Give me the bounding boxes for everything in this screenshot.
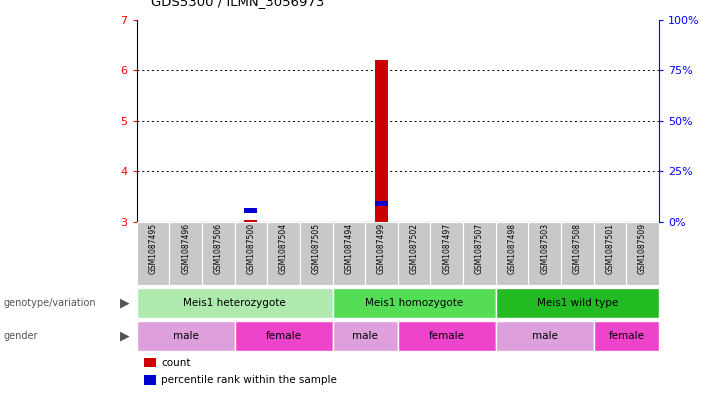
Text: ▶: ▶ [120, 296, 130, 309]
Bar [170, 222, 202, 285]
Text: female: female [266, 331, 301, 341]
Bar [496, 222, 529, 285]
Text: GSM1087499: GSM1087499 [377, 223, 386, 274]
Bar [496, 288, 659, 318]
Text: GSM1087505: GSM1087505 [312, 223, 321, 274]
Text: male: male [532, 331, 557, 341]
Bar [365, 222, 397, 285]
Bar [332, 222, 365, 285]
Bar [137, 288, 332, 318]
Bar [626, 222, 659, 285]
Text: GSM1087496: GSM1087496 [181, 223, 190, 274]
Text: female: female [429, 331, 465, 341]
Bar [430, 222, 463, 285]
Text: male: male [172, 331, 198, 341]
Text: Meis1 homozygote: Meis1 homozygote [365, 298, 463, 308]
Text: genotype/variation: genotype/variation [4, 298, 96, 308]
Text: GSM1087497: GSM1087497 [442, 223, 451, 274]
Text: GSM1087509: GSM1087509 [638, 223, 647, 274]
Bar [137, 321, 235, 351]
Bar [202, 222, 235, 285]
Text: ▶: ▶ [120, 329, 130, 343]
Text: GSM1087507: GSM1087507 [475, 223, 484, 274]
Bar [397, 321, 496, 351]
Text: GSM1087502: GSM1087502 [409, 223, 418, 274]
Text: Meis1 heterozygote: Meis1 heterozygote [183, 298, 286, 308]
Bar [235, 222, 267, 285]
Bar [235, 321, 332, 351]
Text: female: female [608, 331, 644, 341]
Text: GSM1087503: GSM1087503 [540, 223, 549, 274]
Text: count: count [161, 358, 191, 368]
Text: GSM1087495: GSM1087495 [149, 223, 158, 274]
Bar [245, 220, 257, 222]
Bar [300, 222, 332, 285]
Text: GSM1087500: GSM1087500 [247, 223, 255, 274]
Bar [594, 321, 659, 351]
Bar [137, 222, 170, 285]
Text: GSM1087494: GSM1087494 [344, 223, 353, 274]
Bar [529, 222, 561, 285]
Bar [375, 60, 388, 222]
Text: GSM1087498: GSM1087498 [508, 223, 517, 274]
Bar [332, 321, 397, 351]
Bar [594, 222, 626, 285]
Text: GSM1087508: GSM1087508 [573, 223, 582, 274]
Bar [496, 321, 594, 351]
Text: male: male [352, 331, 378, 341]
Text: GSM1087506: GSM1087506 [214, 223, 223, 274]
Bar [463, 222, 496, 285]
Bar [245, 208, 257, 213]
Text: GSM1087501: GSM1087501 [606, 223, 615, 274]
Bar [397, 222, 430, 285]
Text: GDS5300 / ILMN_3056973: GDS5300 / ILMN_3056973 [151, 0, 324, 8]
Text: percentile rank within the sample: percentile rank within the sample [161, 375, 337, 386]
Bar [375, 201, 388, 206]
Bar [561, 222, 594, 285]
Text: GSM1087504: GSM1087504 [279, 223, 288, 274]
Bar [332, 288, 496, 318]
Bar [267, 222, 300, 285]
Text: gender: gender [4, 331, 38, 341]
Text: Meis1 wild type: Meis1 wild type [537, 298, 618, 308]
